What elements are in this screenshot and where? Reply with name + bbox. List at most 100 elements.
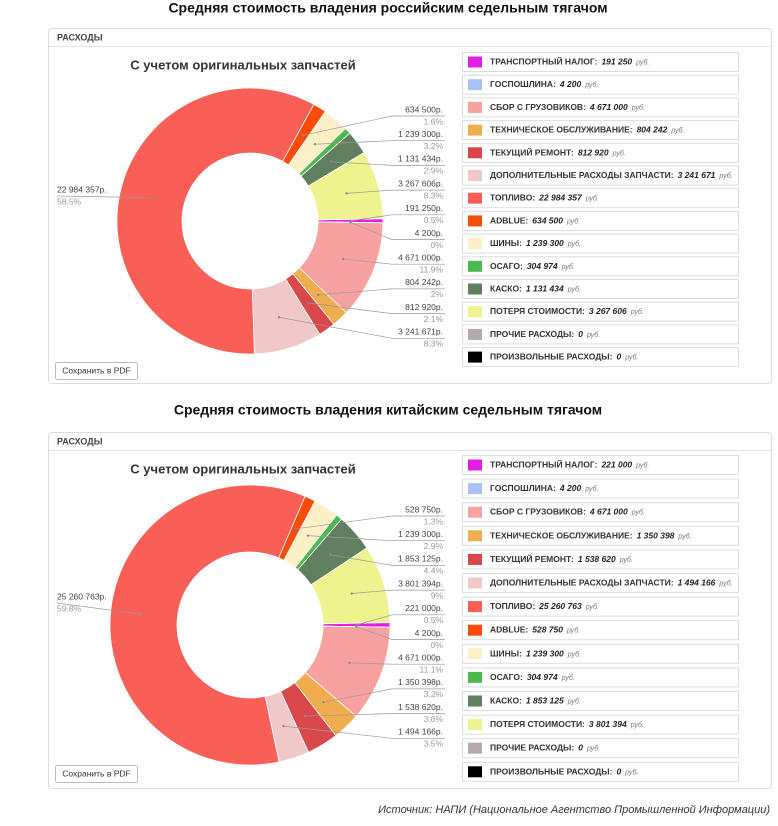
legend-text: ОСАГО: 304 974 руб. <box>490 261 575 271</box>
legend-value: 4 200 <box>559 79 582 89</box>
legend-unit: руб. <box>619 556 633 564</box>
legend-unit: руб. <box>585 195 599 203</box>
leader-line <box>305 713 445 717</box>
slice-value-label: 22 984 357р. <box>57 184 107 194</box>
legend-item[interactable]: ПРОИЗВОЛЬНЫЕ РАСХОДЫ: 0 руб. <box>462 761 739 782</box>
legend-name: СБОР С ГРУЗОВИКОВ: <box>490 102 586 112</box>
legend-box <box>462 761 739 782</box>
legend-unit: руб. <box>567 697 581 705</box>
legend-unit: руб. <box>567 650 581 658</box>
legend-name: ШИНЫ: <box>490 238 522 248</box>
legend-name: ПОТЕРЯ СТОИМОСТИ: <box>490 719 585 729</box>
chart-title: Средняя стоимость владения китайским сед… <box>174 402 602 418</box>
legend-item[interactable]: ПРОЧИЕ РАСХОДЫ: 0 руб. <box>462 738 739 759</box>
legend-swatch <box>468 215 482 227</box>
legend-text: ТЕХНИЧЕСКОЕ ОБСЛУЖИВАНИЕ: 1 350 398 руб. <box>490 531 692 541</box>
legend-text: КАСКО: 1 131 434 руб. <box>490 284 581 294</box>
save-pdf-button[interactable]: Сохранить в PDF <box>55 362 138 380</box>
legend-item[interactable]: ОСАГО: 304 974 руб. <box>462 256 739 277</box>
legend-item[interactable]: ТЕХНИЧЕСКОЕ ОБСЛУЖИВАНИЕ: 1 350 398 руб. <box>462 525 739 546</box>
legend-item[interactable]: ГОСПОШЛИНА: 4 200 руб. <box>462 478 739 499</box>
slice-value-label: 25 260 763р. <box>57 591 107 601</box>
legend-name: ГОСПОШЛИНА: <box>490 483 556 493</box>
legend-item[interactable]: ШИНЫ: 1 239 300 руб. <box>462 233 739 254</box>
legend-text: ДОПОЛНИТЕЛЬНЫЕ РАСХОДЫ ЗАПЧАСТИ: 3 241 67… <box>490 170 733 180</box>
legend-item[interactable]: ТРАНСПОРТНЫЙ НАЛОГ: 191 250 руб. <box>462 52 739 72</box>
legend-item[interactable]: СБОР С ГРУЗОВИКОВ: 4 671 000 руб. <box>462 97 739 118</box>
legend-value: 3 801 394 <box>589 719 627 729</box>
legend-item[interactable]: СБОР С ГРУЗОВИКОВ: 4 671 000 руб. <box>462 502 739 523</box>
legend-item[interactable]: ADBLUE: 528 750 руб. <box>462 620 739 641</box>
leader-line <box>56 602 145 615</box>
legend-box <box>462 142 739 163</box>
legend-text: ПОТЕРЯ СТОИМОСТИ: 3 267 606 руб. <box>490 306 644 316</box>
slice-value-label: 1 239 300р. <box>398 529 443 539</box>
legend-swatch <box>468 170 482 181</box>
slice-value-label: 528 750р. <box>405 504 443 514</box>
slice-value-label: 1 538 620р. <box>398 702 443 712</box>
slice-percent-label: 58.5% <box>57 196 82 206</box>
legend-unit: руб. <box>567 285 581 293</box>
legend-swatch <box>468 260 482 272</box>
legend-swatch <box>468 351 482 363</box>
legend-text: ГОСПОШЛИНА: 4 200 руб. <box>490 483 598 493</box>
legend-item[interactable]: ТЕКУЩИЙ РЕМОНТ: 1 538 620 руб. <box>462 549 739 570</box>
legend-item[interactable]: ДОПОЛНИТЕЛЬНЫЕ РАСХОДЫ ЗАПЧАСТИ: 1 494 16… <box>462 573 739 593</box>
legend-item[interactable]: ТРАНСПОРТНЫЙ НАЛОГ: 221 000 руб. <box>462 455 739 475</box>
legend-item[interactable]: ПРОЧИЕ РАСХОДЫ: 0 руб. <box>462 324 739 345</box>
legend-value: 304 974 <box>527 672 558 682</box>
legend-text: КАСКО: 1 853 125 руб. <box>490 696 581 706</box>
legend-value: 528 750 <box>532 625 563 635</box>
legend-swatch <box>468 695 482 707</box>
legend-text: ТЕКУЩИЙ РЕМОНТ: 812 920 руб. <box>490 147 626 158</box>
legend-unit: руб. <box>631 509 645 517</box>
legend-unit: руб. <box>718 172 732 180</box>
leader-line <box>331 161 445 166</box>
legend-value: 0 <box>616 767 621 777</box>
slice-percent-label: 2.1% <box>424 314 444 324</box>
legend-item[interactable]: КАСКО: 1 131 434 руб. <box>462 279 739 299</box>
legend-item[interactable]: ТЕХНИЧЕСКОЕ ОБСЛУЖИВАНИЕ: 804 242 руб. <box>462 120 739 141</box>
legend-box <box>462 573 739 593</box>
button-box <box>55 362 138 380</box>
legend-box <box>462 279 739 299</box>
legend-unit: руб. <box>561 674 575 682</box>
legend-item[interactable]: ПОТЕРЯ СТОИМОСТИ: 3 801 394 руб. <box>462 714 739 735</box>
legend-item[interactable]: ПОТЕРЯ СТОИМОСТИ: 3 267 606 руб. <box>462 301 739 322</box>
panel-title: РАСХОДЫ <box>57 32 103 42</box>
button-label[interactable]: Сохранить в PDF <box>62 365 130 375</box>
legend-item[interactable]: ДОПОЛНИТЕЛЬНЫЕ РАСХОДЫ ЗАПЧАСТИ: 3 241 67… <box>462 165 739 186</box>
legend-box <box>462 478 739 499</box>
legend-item[interactable]: ADBLUE: 634 500 руб. <box>462 210 739 231</box>
leader-dot <box>329 160 333 163</box>
leader-dot <box>294 527 297 531</box>
slice-value-label: 221 000р. <box>405 603 443 613</box>
legend-value: 1 494 166 <box>678 578 716 588</box>
save-pdf-button[interactable]: Сохранить в PDF <box>55 765 138 783</box>
legend-name: КАСКО: <box>490 696 522 706</box>
chart: Средняя стоимость владения китайским сед… <box>48 402 772 789</box>
legend-item[interactable]: ШИНЫ: 1 239 300 руб. <box>462 643 739 664</box>
legend-text: ОСАГО: 304 974 руб. <box>490 672 575 682</box>
legend-item[interactable]: ПРОИЗВОЛЬНЫЕ РАСХОДЫ: 0 руб. <box>462 347 739 368</box>
legend-item[interactable]: ТОПЛИВО: 22 984 357 руб. <box>462 188 739 209</box>
legend-swatch <box>468 601 482 613</box>
legend-text: ТЕКУЩИЙ РЕМОНТ: 1 538 620 руб. <box>490 553 633 564</box>
legend-box <box>462 165 739 186</box>
legend-item[interactable]: ТЕКУЩИЙ РЕМОНТ: 812 920 руб. <box>462 142 739 163</box>
legend-name: ГОСПОШЛИНА: <box>490 79 556 89</box>
legend-item[interactable]: ОСАГО: 304 974 руб. <box>462 667 739 688</box>
legend-item[interactable]: ТОПЛИВО: 25 260 763 руб. <box>462 596 739 617</box>
button-label[interactable]: Сохранить в PDF <box>62 768 130 778</box>
legend-item[interactable]: ГОСПОШЛИНА: 4 200 руб. <box>462 74 739 95</box>
slice-value-label: 3 801 394р. <box>398 578 443 588</box>
leader-line <box>318 288 445 296</box>
legend-value: 1 239 300 <box>526 238 564 248</box>
legend-name: ОСАГО: <box>490 672 523 682</box>
leader-line <box>329 554 445 566</box>
legend-box <box>462 256 739 277</box>
legend-unit: руб. <box>585 603 599 611</box>
legend-item[interactable]: КАСКО: 1 853 125 руб. <box>462 691 739 711</box>
slice-percent-label: 3.6% <box>424 714 444 724</box>
legend-name: ПРОИЗВОЛЬНЫЕ РАСХОДЫ: <box>490 352 613 362</box>
